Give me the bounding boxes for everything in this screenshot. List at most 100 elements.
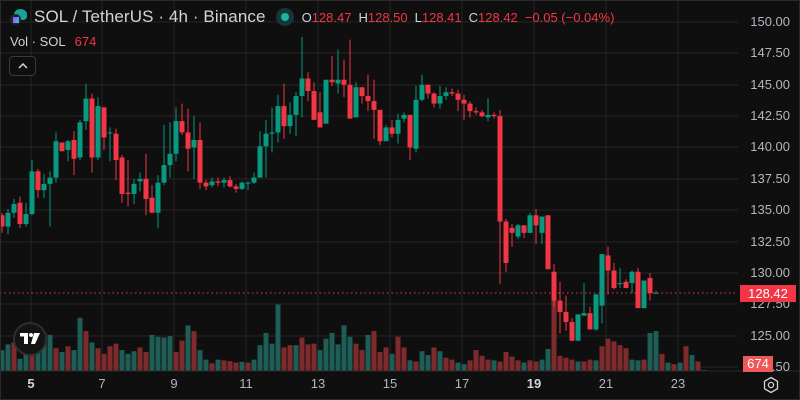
- volume-bar: [251, 359, 257, 371]
- candle-body: [353, 87, 359, 118]
- volume-bar: [5, 344, 11, 371]
- volume-bar: [407, 360, 413, 371]
- volume-bar: [143, 352, 149, 371]
- candle-body: [233, 186, 239, 189]
- chart-settings-icon[interactable]: [762, 376, 780, 394]
- volume-bar: [11, 342, 17, 371]
- volume-bar: [263, 333, 269, 371]
- candle-body: [239, 182, 245, 189]
- volume-bar: [95, 348, 101, 371]
- volume-bar: [389, 353, 395, 371]
- volume-bar: [65, 346, 71, 371]
- volume-bar: [281, 347, 287, 371]
- candle-body: [473, 111, 479, 113]
- candle-body: [431, 93, 437, 104]
- volume-bar: [677, 362, 683, 371]
- candle-body: [17, 202, 23, 225]
- volume-bar: [83, 331, 89, 371]
- volume-bar: [485, 359, 491, 371]
- volume-bar: [317, 350, 323, 371]
- volume-bar: [557, 355, 563, 371]
- candle-body: [53, 141, 59, 178]
- volume-bar: [689, 355, 695, 371]
- market-status-icon[interactable]: [275, 8, 294, 26]
- time-tick-label: 7: [98, 376, 106, 391]
- volume-bar: [0, 350, 5, 371]
- volume-bar: [695, 361, 701, 371]
- candle-body: [545, 215, 551, 270]
- volume-bar: [353, 343, 359, 371]
- volume-bar: [245, 362, 251, 371]
- time-tick-label: 9: [170, 376, 178, 391]
- candle-body: [575, 314, 581, 341]
- candle-body: [209, 181, 215, 186]
- volume-bar: [41, 333, 47, 371]
- candle-body: [95, 106, 101, 158]
- candle-body: [161, 165, 167, 183]
- collapse-legend-button[interactable]: [9, 56, 36, 76]
- candle-body: [317, 112, 323, 128]
- candle-body: [479, 112, 485, 117]
- time-tick-label: 23: [670, 376, 686, 391]
- price-candles: [0, 37, 659, 341]
- candle-body: [515, 225, 521, 237]
- volume-bar: [575, 361, 581, 371]
- candle-body: [509, 227, 515, 233]
- open-key: O: [301, 9, 312, 25]
- candle-body: [407, 114, 413, 148]
- volume-bar: [419, 351, 425, 371]
- candle-body: [347, 84, 353, 119]
- candle-body: [119, 157, 125, 194]
- volume-bar: [191, 331, 197, 371]
- candle-body: [245, 182, 251, 184]
- candle-body: [629, 271, 635, 284]
- volume-bar: [167, 336, 173, 371]
- volume-bar: [611, 341, 617, 371]
- chevron-up-icon: [17, 63, 28, 69]
- candle-body: [617, 283, 623, 285]
- candle-body: [551, 271, 557, 301]
- price-tick-label: 132.50: [750, 234, 790, 249]
- time-tick-label: 5: [27, 376, 35, 391]
- volume-label[interactable]: Vol · SOL: [10, 34, 66, 49]
- volume-bar: [359, 350, 365, 371]
- candle-body: [395, 119, 401, 134]
- candle-body: [185, 132, 191, 149]
- volume-bar: [563, 357, 569, 371]
- candle-body: [311, 91, 317, 120]
- time-tick-label: 11: [239, 376, 253, 391]
- volume-value: 674: [74, 34, 97, 49]
- candle-body: [419, 84, 425, 100]
- candle-body: [503, 221, 509, 263]
- volume-bar: [545, 348, 551, 371]
- candle-body: [221, 180, 227, 183]
- volume-bar: [233, 362, 239, 371]
- low-value: 128.41: [421, 9, 462, 25]
- price-tick-label: 150.00: [750, 14, 790, 29]
- volume-bar: [665, 362, 671, 371]
- candle-body: [65, 141, 71, 151]
- candle-body: [491, 114, 497, 117]
- volume-bar: [131, 351, 137, 371]
- volume-bar: [293, 345, 299, 371]
- volume-bar: [311, 343, 317, 371]
- volume-bar: [587, 359, 593, 371]
- tradingview-logo-icon[interactable]: [13, 322, 47, 356]
- symbol-title[interactable]: SOL / TetherUS · 4h · Binance: [34, 7, 266, 26]
- volume-bar: [221, 360, 227, 371]
- high-value: 128.50: [367, 9, 408, 25]
- volume-bar: [581, 361, 587, 371]
- candle-body: [557, 300, 563, 312]
- volume-bar: [269, 343, 275, 371]
- volume-bar: [671, 364, 677, 371]
- candle-body: [11, 203, 17, 213]
- volume-bar: [401, 347, 407, 371]
- price-tick-label: 125.00: [750, 328, 790, 343]
- candle-body: [533, 215, 539, 226]
- volume-bar: [653, 331, 659, 371]
- current-volume-tag: 674: [743, 356, 773, 372]
- volume-bar: [491, 360, 497, 371]
- solana-logo-icon: [8, 7, 28, 27]
- candle-body: [71, 139, 77, 159]
